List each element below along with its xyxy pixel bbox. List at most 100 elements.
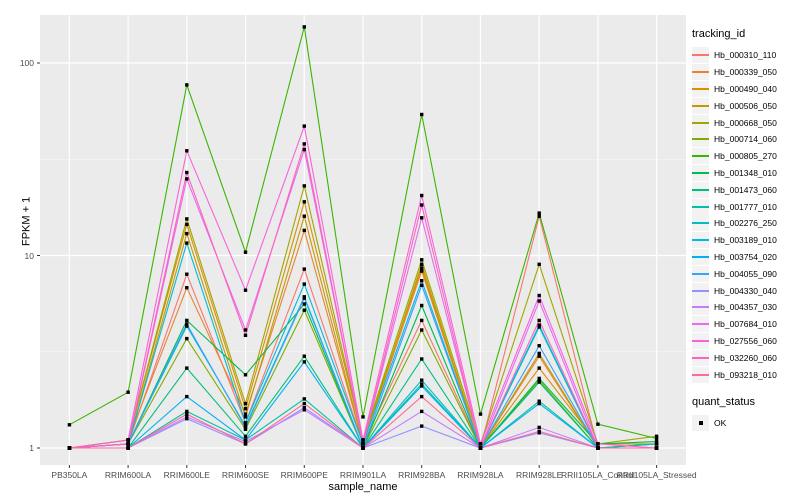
legend-item-Hb_000506_050: Hb_000506_050: [692, 97, 798, 114]
data-point: [420, 203, 424, 207]
data-point: [126, 390, 130, 394]
data-point: [185, 394, 189, 399]
data-point: [302, 360, 306, 364]
legend-key-box: [692, 131, 709, 148]
legend-key-box: [692, 114, 709, 131]
legend-section-quant-status: quant_status OK: [692, 396, 798, 432]
data-point: [302, 184, 306, 188]
data-point: [302, 282, 306, 286]
legend-item-label: Hb_001777_010: [714, 201, 777, 212]
legend-key-box: [692, 181, 709, 198]
legend-color-line-icon: [692, 104, 709, 107]
data-point: [420, 328, 424, 332]
legend-item-Hb_003754_020: Hb_003754_020: [692, 248, 798, 266]
x-tick-label-RRIM901LA: RRIM901LA: [339, 470, 387, 480]
data-point: [654, 442, 659, 446]
legend-key-box: [692, 332, 709, 349]
data-point: [302, 406, 306, 410]
data-point: [243, 425, 248, 430]
data-point: [126, 438, 130, 442]
x-tick-label-RRII105LA_Stressed: RRII105LA_Stressed: [616, 470, 697, 480]
legend-item-Hb_000668_050: Hb_000668_050: [692, 114, 798, 131]
black-square-point-icon: [698, 421, 703, 426]
data-point: [654, 436, 659, 441]
data-point: [654, 434, 659, 438]
data-point: [537, 344, 541, 348]
data-point: [185, 222, 189, 227]
legend-key-box: [692, 265, 709, 282]
data-point: [185, 83, 189, 87]
data-point: [537, 262, 541, 266]
data-point: [537, 299, 541, 303]
data-point: [420, 378, 424, 382]
data-point: [302, 124, 306, 128]
data-point: [185, 322, 189, 326]
legend-key-box: [692, 349, 709, 366]
legend-color-line-icon: [692, 356, 709, 359]
legend-item-Hb_004055_090: Hb_004055_090: [692, 265, 798, 282]
legend-panel: tracking_id Hb_000310_110 Hb_000339_050 Hb…: [692, 28, 798, 432]
data-point: [537, 318, 541, 323]
data-point: [185, 170, 189, 175]
legend-color-line-icon: [692, 188, 709, 191]
data-point: [537, 399, 541, 403]
legend-key-box: [692, 215, 709, 232]
data-point: [243, 412, 248, 416]
data-point: [243, 421, 248, 425]
data-point: [420, 262, 424, 266]
data-point: [302, 200, 306, 204]
legend-item-label: Hb_093218_010: [714, 369, 777, 380]
data-point: [420, 193, 424, 198]
data-point: [361, 446, 365, 450]
legend-item-label: Hb_004055_090: [714, 268, 777, 279]
legend-item-label: Hb_000805_270: [714, 151, 777, 162]
data-point: [420, 357, 424, 361]
data-point: [302, 397, 306, 401]
legend-item-label: Hb_032260_060: [714, 352, 777, 363]
legend-key-box: [692, 366, 709, 383]
data-point: [420, 394, 424, 399]
data-point: [185, 286, 189, 290]
legend-color-line-icon: [692, 239, 709, 242]
data-point: [185, 415, 189, 419]
legend-item-label: Hb_003189_010: [714, 235, 777, 246]
legend-key-box: [692, 282, 709, 299]
data-point: [243, 439, 248, 444]
data-point: [654, 439, 659, 444]
legend-color-line-icon: [692, 289, 709, 292]
data-point: [185, 241, 189, 245]
data-point: [302, 147, 306, 152]
data-point: [654, 446, 659, 450]
x-axis-title: sample_name: [328, 481, 398, 493]
legend-item-label: Hb_007684_010: [714, 319, 777, 330]
legend-item-Hb_007684_010: Hb_007684_010: [692, 316, 798, 333]
data-point: [243, 373, 248, 377]
legend-color-line-icon: [692, 272, 709, 275]
data-point: [478, 412, 483, 416]
legend-item-Hb_000714_060: Hb_000714_060: [692, 131, 798, 148]
data-point: [302, 408, 306, 412]
data-point: [537, 376, 541, 381]
legend-color-line-icon: [692, 87, 709, 90]
data-point: [243, 427, 248, 431]
data-point: [243, 328, 248, 332]
data-point: [185, 177, 189, 181]
data-point: [537, 351, 541, 356]
data-point: [185, 324, 189, 328]
legend-item-label: Hb_003754_020: [714, 251, 777, 262]
legend-item-Hb_032260_060: Hb_032260_060: [692, 349, 798, 366]
legend-item-label: Hb_000339_050: [714, 67, 777, 78]
data-point: [243, 333, 248, 337]
data-point: [537, 325, 541, 329]
x-tick-label-RRIM600LA: RRIM600LA: [104, 470, 152, 480]
data-point: [185, 231, 189, 236]
data-point: [126, 442, 130, 446]
data-point: [302, 25, 306, 29]
legend-item-Hb_027556_060: Hb_027556_060: [692, 332, 798, 350]
legend-key-box: [692, 316, 709, 333]
data-point: [185, 217, 189, 221]
data-point: [185, 366, 189, 370]
data-point: [302, 302, 306, 306]
legend-key-box: [692, 415, 709, 432]
y-tick-label-10: 10: [24, 250, 34, 261]
